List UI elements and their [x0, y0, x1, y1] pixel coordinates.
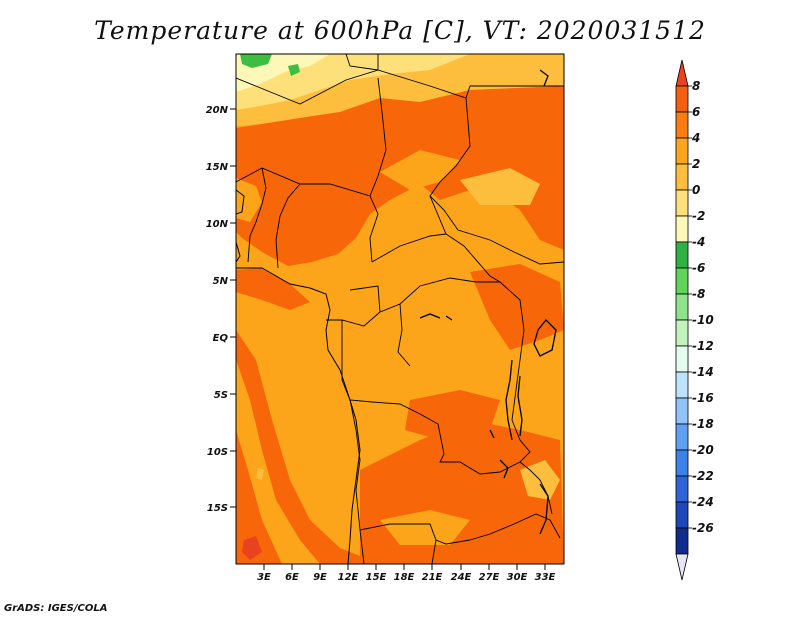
colorbar-label-0: 0 [692, 183, 700, 197]
colorbar-swatch [675, 215, 689, 243]
colorbar-labels: 8 6 4 2 0 -2 -4 -6 -8 -10 -12 -14 -16 -1… [691, 79, 714, 535]
colorbar-label-m22: -22 [692, 469, 714, 483]
map-frame [235, 53, 565, 565]
colorbar-label-8: 8 [692, 79, 700, 93]
colorbar-label-m6: -6 [692, 261, 705, 275]
colorbar-swatch [675, 449, 689, 477]
colorbar-label-2: 2 [692, 157, 700, 171]
lon-label-15e: 15E [366, 572, 387, 583]
lat-label-15s: 15S [207, 503, 228, 514]
colorbar-swatch [675, 241, 689, 269]
colorbar-label-m16: -16 [692, 391, 714, 405]
lon-label-6e: 6E [285, 572, 299, 583]
longitude-axis [263, 564, 546, 570]
colorbar-swatch [675, 85, 689, 113]
lat-label-eq: EQ [213, 333, 229, 344]
colorbar-label-m8: -8 [692, 287, 705, 301]
colorbar-swatch [675, 293, 689, 321]
lakes-and-rivers [419, 69, 557, 535]
lon-label-12e: 12E [338, 572, 359, 583]
colorbar-swatch [675, 163, 689, 191]
colorbar [675, 59, 692, 581]
coastline [236, 189, 361, 564]
colorbar-swatch [675, 267, 689, 295]
colorbar-label-m24: -24 [692, 495, 714, 509]
colorbar-label-m10: -10 [692, 313, 714, 327]
colorbar-swatch [675, 475, 689, 503]
lat-label-5n: 5N [213, 276, 229, 287]
latitude-labels: 20N 15N 10N 5N EQ 5S 10S 15S [206, 105, 229, 514]
longitude-labels: 3E 6E 9E 12E 15E 18E 21E 24E 27E 30E 33E [257, 572, 555, 583]
lon-label-33e: 33E [535, 572, 556, 583]
lat-label-5s: 5S [214, 390, 228, 401]
colorbar-swatch [675, 527, 689, 555]
lat-label-15n: 15N [206, 162, 229, 173]
colorbar-label-m4: -4 [692, 235, 705, 249]
lon-label-9e: 9E [313, 572, 327, 583]
map-title: Temperature at 600hPa [C], VT: 202003151… [94, 16, 706, 45]
latitude-axis [230, 108, 236, 508]
colorbar-swatch [675, 111, 689, 139]
country-borders [236, 54, 564, 564]
lat-label-10n: 10N [206, 219, 229, 230]
colorbar-swatch [675, 423, 689, 451]
colorbar-label-m18: -18 [692, 417, 714, 431]
colorbar-swatch [675, 189, 689, 217]
lon-label-3e: 3E [257, 572, 271, 583]
colorbar-label-m12: -12 [692, 339, 714, 353]
colorbar-swatch [675, 371, 689, 399]
lon-label-21e: 21E [422, 572, 443, 583]
grads-credit: GrADS: IGES/COLA [4, 603, 108, 614]
colorbar-swatch [675, 319, 689, 347]
lon-label-18e: 18E [394, 572, 415, 583]
colorbar-bottom-arrow [675, 553, 689, 581]
lon-label-27e: 27E [479, 572, 500, 583]
colorbar-swatch [675, 397, 689, 425]
colorbar-label-m26: -26 [692, 521, 714, 535]
colorbar-label-6: 6 [692, 105, 700, 119]
lat-label-10s: 10S [207, 447, 228, 458]
colorbar-label-m20: -20 [692, 443, 714, 457]
colorbar-label-4: 4 [691, 131, 700, 145]
colorbar-swatch [675, 345, 689, 373]
lon-label-24e: 24E [451, 572, 472, 583]
lat-label-20n: 20N [206, 105, 229, 116]
colorbar-swatch [675, 137, 689, 165]
lon-label-30e: 30E [507, 572, 528, 583]
colorbar-swatch [675, 501, 689, 529]
colorbar-top-arrow [675, 59, 689, 87]
colorbar-label-m2: -2 [692, 209, 705, 223]
colorbar-label-m14: -14 [692, 365, 714, 379]
